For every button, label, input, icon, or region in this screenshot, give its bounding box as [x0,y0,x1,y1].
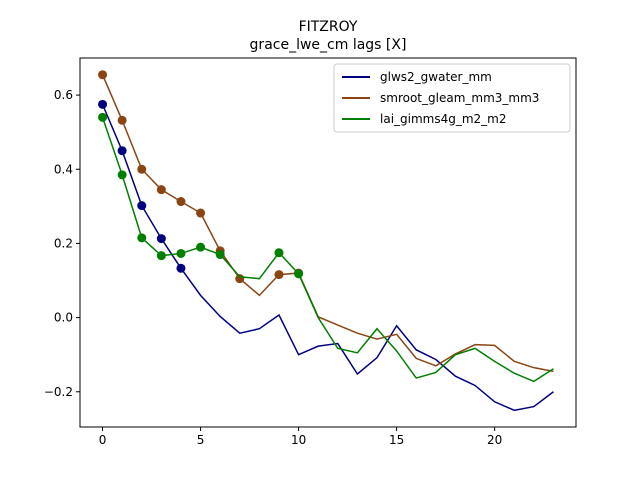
data-point-lai_gimms4g_m2_m2-4 [176,248,186,258]
data-point-smroot_gleam_mm3_mm3-2 [137,164,147,174]
data-point-lai_gimms4g_m2_m2-6 [215,250,225,260]
data-point-lai_gimms4g_m2_m2-5 [196,242,206,252]
y-tick-label: −0.2 [44,385,73,399]
y-tick-label: 0.0 [54,311,73,325]
data-point-lai_gimms4g_m2_m2-0 [98,112,108,122]
series-line-glws2_gwater_mm [101,104,554,412]
data-point-lai_gimms4g_m2_m2-1 [117,170,127,180]
chart-subtitle: grace_lwe_cm lags [X] [250,37,407,53]
data-point-lai_gimms4g_m2_m2-10 [294,269,304,279]
data-point-glws2_gwater_mm-0 [98,99,108,109]
data-point-lai_gimms4g_m2_m2-3 [156,251,166,261]
y-tick-label: 0.4 [54,162,73,176]
data-point-lai_gimms4g_m2_m2-2 [137,233,147,243]
legend-label-lai_gimms4g_m2_m2: lai_gimms4g_m2_m2 [380,112,507,126]
data-point-smroot_gleam_mm3_mm3-4 [176,197,186,207]
plot-area [98,70,554,412]
legend-box [333,63,571,133]
data-point-glws2_gwater_mm-2 [137,201,147,211]
x-tick-label: 5 [197,433,205,447]
data-point-smroot_gleam_mm3_mm3-1 [117,115,127,125]
y-tick-label: 0.6 [54,88,73,102]
data-point-smroot_gleam_mm3_mm3-9 [274,270,284,280]
legend-label-smroot_gleam_mm3_mm3: smroot_gleam_mm3_mm3 [380,91,539,105]
x-tick-label: 10 [291,433,306,447]
data-point-smroot_gleam_mm3_mm3-3 [156,185,166,195]
data-point-lai_gimms4g_m2_m2-9 [274,248,284,258]
data-point-glws2_gwater_mm-4 [176,263,186,273]
x-tick-label: 15 [389,433,404,447]
legend-label-glws2_gwater_mm: glws2_gwater_mm [380,70,492,84]
chart-title: FITZROY [299,19,358,35]
y-tick-label: 0.2 [54,236,73,250]
x-tick-label: 20 [487,433,502,447]
legend: glws2_gwater_mm smroot_gleam_mm3_mm3 lai_g… [333,63,571,133]
data-point-smroot_gleam_mm3_mm3-0 [98,70,108,80]
data-point-glws2_gwater_mm-1 [117,146,127,156]
axis-ticks: 0 5 10 15 20 −0.2 0.0 0.2 0.4 0.6 [44,88,502,447]
data-point-smroot_gleam_mm3_mm3-5 [196,208,206,218]
data-point-glws2_gwater_mm-3 [156,234,166,244]
data-point-smroot_gleam_mm3_mm3-7 [235,274,245,284]
x-tick-label: 0 [99,433,107,447]
axes-frame [79,57,577,428]
